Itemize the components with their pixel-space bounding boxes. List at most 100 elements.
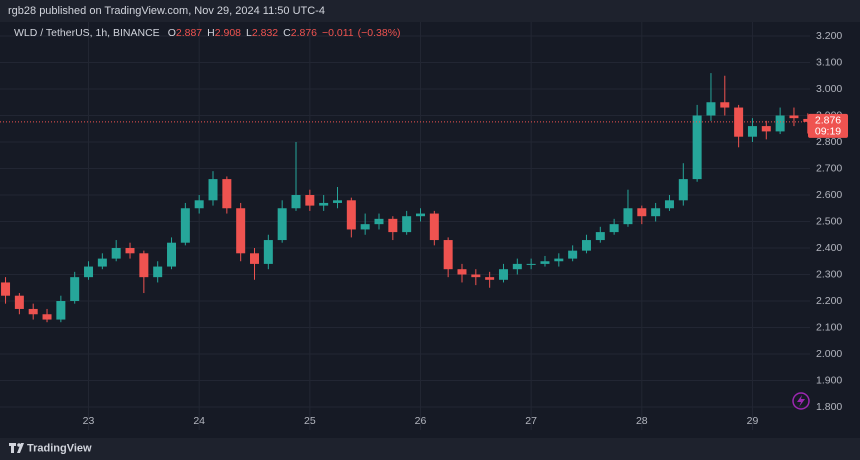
- symbol: WLD / TetherUS, 1h, BINANCE: [14, 27, 160, 39]
- candle-body: [554, 258, 564, 262]
- x-tick-label: 25: [304, 415, 316, 427]
- candle-body: [664, 200, 674, 209]
- header-bar: [0, 0, 860, 22]
- lightning-icon: [792, 392, 810, 410]
- candle-body: [415, 213, 425, 217]
- candle-body: [595, 232, 605, 241]
- ohlc-value: 2.887: [176, 27, 202, 39]
- x-tick-label: 28: [636, 415, 648, 427]
- candle-body: [167, 242, 177, 267]
- change-pct: (−0.38%): [358, 27, 401, 39]
- candle-body: [388, 218, 398, 233]
- candle-body: [374, 218, 384, 225]
- candle-body: [443, 240, 453, 270]
- countdown: 09:19: [815, 126, 841, 138]
- candle-body: [789, 115, 799, 119]
- last-price-tag: [808, 113, 848, 138]
- grid: [0, 22, 810, 430]
- y-tick-label: 2.000: [816, 348, 842, 360]
- candle-body: [139, 253, 149, 278]
- candle-body: [720, 102, 730, 108]
- candle-body: [637, 208, 647, 217]
- y-tick-label: 2.200: [816, 295, 842, 307]
- candle-body: [706, 102, 716, 116]
- candle-body: [153, 266, 163, 278]
- candle-body: [84, 266, 94, 278]
- y-tick-label: 2.400: [816, 242, 842, 254]
- y-tick-label: 2.700: [816, 162, 842, 174]
- ohlc-key: L: [246, 27, 252, 39]
- x-tick-label: 29: [747, 415, 759, 427]
- ohlc-key: O: [168, 27, 176, 39]
- brand-name: TradingView: [27, 442, 92, 454]
- candle-body: [42, 314, 52, 320]
- candle-body: [277, 208, 287, 241]
- ohlc-value: 2.908: [215, 27, 241, 39]
- candle-body: [761, 126, 771, 132]
- brand-logo: [9, 443, 24, 453]
- last-price-label: 2.876: [815, 115, 841, 127]
- candle-body: [194, 200, 204, 209]
- x-tick-label: 24: [193, 415, 205, 427]
- candle-body: [263, 240, 273, 264]
- candle-body: [70, 277, 80, 301]
- candle-body: [97, 258, 107, 267]
- candle-body: [609, 224, 619, 233]
- candle-body: [429, 213, 439, 241]
- candle-body: [498, 269, 508, 280]
- candle-body: [319, 202, 329, 206]
- candle-body: [526, 263, 536, 265]
- change: −0.011: [322, 27, 354, 39]
- candle-body: [623, 208, 633, 225]
- candle-body: [512, 263, 522, 270]
- candle-body: [775, 115, 785, 132]
- candle-body: [581, 240, 591, 251]
- candle-body: [208, 179, 218, 201]
- y-tick-label: 1.900: [816, 374, 842, 386]
- candle-body: [678, 179, 688, 201]
- ohlc-key: H: [207, 27, 215, 39]
- candle-body: [346, 200, 356, 230]
- y-tick-label: 3.100: [816, 56, 842, 68]
- x-tick-label: 27: [525, 415, 537, 427]
- candle-body: [485, 277, 495, 280]
- candle-body: [250, 253, 260, 264]
- y-tick-label: 3.200: [816, 30, 842, 42]
- footer-bar: [0, 438, 860, 460]
- candle-body: [568, 250, 578, 259]
- candle-body: [125, 248, 135, 254]
- candle-body: [1, 282, 11, 296]
- y-tick-label: 2.600: [816, 189, 842, 201]
- candle-body: [28, 308, 38, 315]
- candle-body: [540, 261, 550, 264]
- candle-body: [803, 118, 810, 122]
- y-tick-label: 3.000: [816, 83, 842, 95]
- candle-body: [305, 195, 315, 206]
- candle-body: [111, 248, 121, 259]
- ohlc-key: C: [283, 27, 291, 39]
- candle-body: [457, 269, 467, 275]
- y-tick-label: 2.500: [816, 215, 842, 227]
- candle-body: [222, 179, 232, 209]
- candle-body: [14, 295, 24, 309]
- y-tick-label: 2.800: [816, 136, 842, 148]
- candle-body: [333, 200, 342, 203]
- candle-body: [56, 301, 66, 320]
- candle-body: [692, 115, 702, 180]
- ohlc-value: 2.876: [291, 27, 317, 39]
- y-tick-label: 2.100: [816, 321, 842, 333]
- candle-body: [402, 216, 412, 233]
- candle-body: [236, 208, 246, 254]
- ohlc-value: 2.832: [252, 27, 278, 39]
- candle-body: [471, 274, 481, 278]
- y-tick-label: 1.800: [816, 401, 842, 413]
- x-tick-label: 26: [415, 415, 427, 427]
- candle-body: [180, 208, 190, 243]
- publisher-line: rgb28 published on TradingView.com, Nov …: [8, 5, 325, 17]
- candle-body: [291, 195, 301, 209]
- y-tick-label: 2.300: [816, 268, 842, 280]
- x-tick-label: 23: [83, 415, 95, 427]
- candle-body: [747, 126, 757, 137]
